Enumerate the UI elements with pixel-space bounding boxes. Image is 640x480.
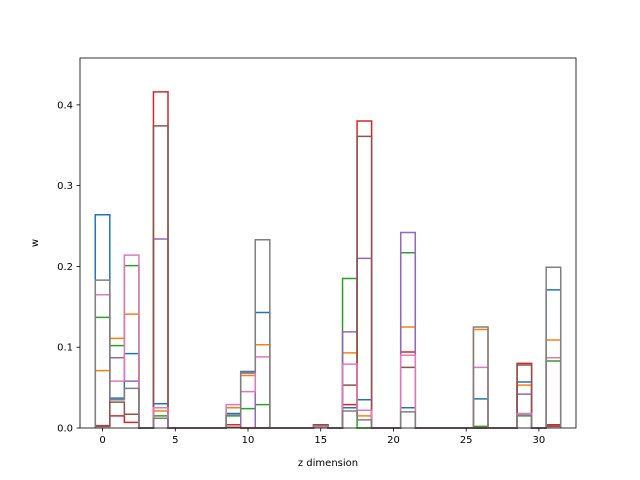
series-4-step-line [94, 231, 562, 429]
series-3-step-line [94, 91, 562, 429]
x-axis-ticks: 0 5 10 15 20 25 30 [99, 428, 545, 446]
x-tick-label: 10 [242, 435, 255, 446]
series-0-step-line [94, 213, 562, 429]
x-tick-label: 0 [99, 435, 105, 446]
series-2-step-line [94, 251, 562, 429]
y-axis-ticks: 0.0 0.1 0.2 0.3 0.4 [57, 100, 80, 435]
x-tick-label: 20 [387, 435, 400, 446]
x-tick-label: 30 [533, 435, 546, 446]
y-tick-label: 0.3 [57, 181, 73, 192]
series-6-step-line [94, 254, 562, 429]
plot-frame [79, 57, 577, 429]
y-tick-label: 0.4 [57, 100, 73, 111]
series-7-step-line [94, 239, 562, 429]
series-1-step-line [94, 313, 562, 429]
x-tick-label: 15 [314, 435, 327, 446]
x-tick-label: 25 [460, 435, 473, 446]
x-tick-label: 5 [172, 435, 178, 446]
y-tick-label: 0.0 [57, 424, 73, 435]
y-tick-label: 0.2 [57, 262, 73, 273]
y-axis-label: w [30, 239, 41, 247]
series-layer [94, 91, 562, 429]
y-tick-label: 0.1 [57, 343, 73, 354]
x-axis-label: z dimension [298, 458, 358, 469]
series-5-step-line [94, 125, 562, 429]
